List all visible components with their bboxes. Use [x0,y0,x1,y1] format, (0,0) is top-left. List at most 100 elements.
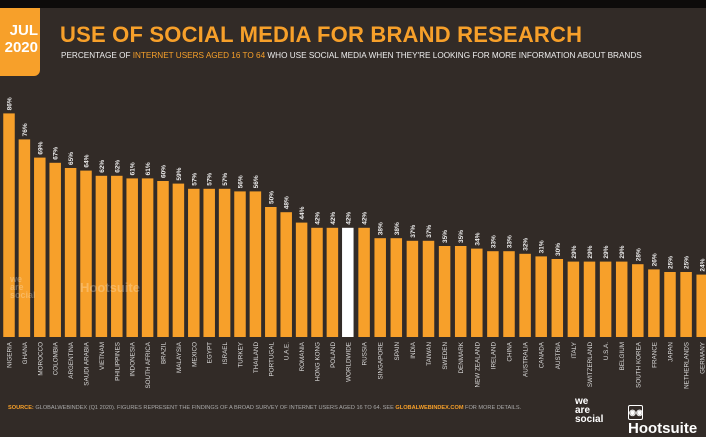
watermark-we-are-social: we are social [10,274,36,300]
data-label: 26% [651,253,658,266]
data-label: 56% [253,175,260,188]
chart-subtitle: PERCENTAGE OF INTERNET USERS AGED 16 TO … [61,51,642,60]
category-label: SOUTH AFRICA [145,341,152,388]
data-label: 44% [299,206,306,219]
bar-austria [551,259,564,337]
category-label: DENMARK [458,341,465,373]
category-label: NEW ZEALAND [474,342,481,388]
bar-switzerland [583,261,596,337]
source-link[interactable]: GLOBALWEBINDEX.COM [395,405,464,411]
bar-taiwan [422,240,435,337]
data-label: 42% [345,212,352,225]
category-label: WORLDWIDE [345,342,352,382]
data-label: 25% [684,256,691,269]
category-label: ROMANIA [299,341,306,371]
date-year: 2020 [4,39,38,56]
data-label: 29% [603,245,610,258]
date-label: JUL 2020 [0,22,38,56]
bar-malaysia [172,183,185,337]
hootsuite-logo: ◉◉Hootsuite [628,400,706,437]
top-band [0,0,706,8]
data-label: 57% [222,173,229,186]
category-label: BELGIUM [619,342,626,370]
bar-netherlands [680,272,692,337]
category-label: CHINA [507,341,514,361]
data-label: 48% [284,196,291,209]
category-label: VIETNAM [99,342,106,370]
data-label: 59% [176,167,183,180]
chart-title: USE OF SOCIAL MEDIA FOR BRAND RESEARCH [60,22,583,47]
data-label: 30% [555,243,562,256]
bar-u-s-a- [599,261,612,337]
bar-morocco [34,157,46,337]
category-label: POLAND [330,342,337,368]
data-label: 33% [490,235,497,248]
source-tail: FOR MORE DETAILS. [463,405,522,411]
bar-denmark [454,246,467,337]
data-label: 56% [238,175,245,188]
bar-australia [519,253,531,337]
category-label: RUSSIA [362,341,369,365]
category-label: MEXICO [191,342,198,367]
bar-mexico [188,188,200,337]
bar-sweden [438,246,451,337]
data-label: 42% [362,212,369,225]
bar-thailand [249,191,262,337]
bar-worldwide [342,227,354,337]
category-label: TAIWAN [426,342,433,366]
category-label: ISRAEL [222,342,229,365]
category-label: PHILIPPINES [114,342,121,381]
data-label: 50% [268,191,275,204]
data-label: 38% [394,222,401,235]
data-label: 67% [53,147,60,160]
bar-egypt [203,188,215,337]
category-label: SWITZERLAND [587,342,594,388]
data-label: 35% [458,230,465,243]
category-label: SWEDEN [442,342,449,370]
source-text: GLOBALWEBINDEX (Q1 2020). FIGURES REPRES… [33,405,396,411]
data-label: 42% [330,212,337,225]
bar-france [648,269,660,337]
data-label: 33% [507,235,514,248]
data-label: 31% [539,240,546,253]
data-label: 86% [7,97,14,110]
bar-saudi-arabia [80,170,92,337]
date-tab [0,8,40,76]
bar-ireland [487,251,499,337]
bar-ghana [18,139,31,337]
bar-canada [535,256,547,337]
category-label: U.A.E. [284,342,291,360]
data-label: 57% [207,173,214,186]
data-label: 64% [84,154,91,167]
data-label: 62% [99,160,106,173]
date-month: JUL [9,22,38,39]
bar-chart: 86% NIGERIA 76% GHANA 69% MOROCCO 67% COLOMBIA 6… [3,97,706,389]
bar-israel [218,188,231,337]
data-label: 24% [700,258,706,271]
we-are-social-logo: we are social [575,396,604,425]
category-label: COLOMBIA [53,341,60,375]
subtitle-post: WHO USE SOCIAL MEDIA WHEN THEY'RE LOOKIN… [265,51,642,60]
category-label: THAILAND [253,342,260,374]
data-label: 65% [68,152,75,165]
data-label: 60% [161,165,168,178]
source-footer: SOURCE: GLOBALWEBINDEX (Q1 2020). FIGURE… [8,405,521,411]
data-label: 37% [426,225,433,238]
bar-colombia [49,162,61,337]
data-label: 61% [145,162,152,175]
bar-russia [358,227,370,337]
data-label: 35% [442,230,449,243]
bar-new-zealand [471,248,483,337]
bar-japan [664,272,676,337]
bar-nigeria [3,113,15,338]
category-label: GHANA [22,341,29,364]
data-label: 61% [130,162,137,175]
data-label: 57% [191,173,198,186]
bar-spain [390,238,403,337]
subtitle-highlight: INTERNET USERS AGED 16 TO 64 [132,51,266,60]
owl-icon: ◉◉ [628,405,643,420]
data-label: 29% [619,245,626,258]
bar-u-a-e- [280,212,292,337]
category-label: SPAIN [394,342,401,361]
bar-belgium [615,261,628,337]
